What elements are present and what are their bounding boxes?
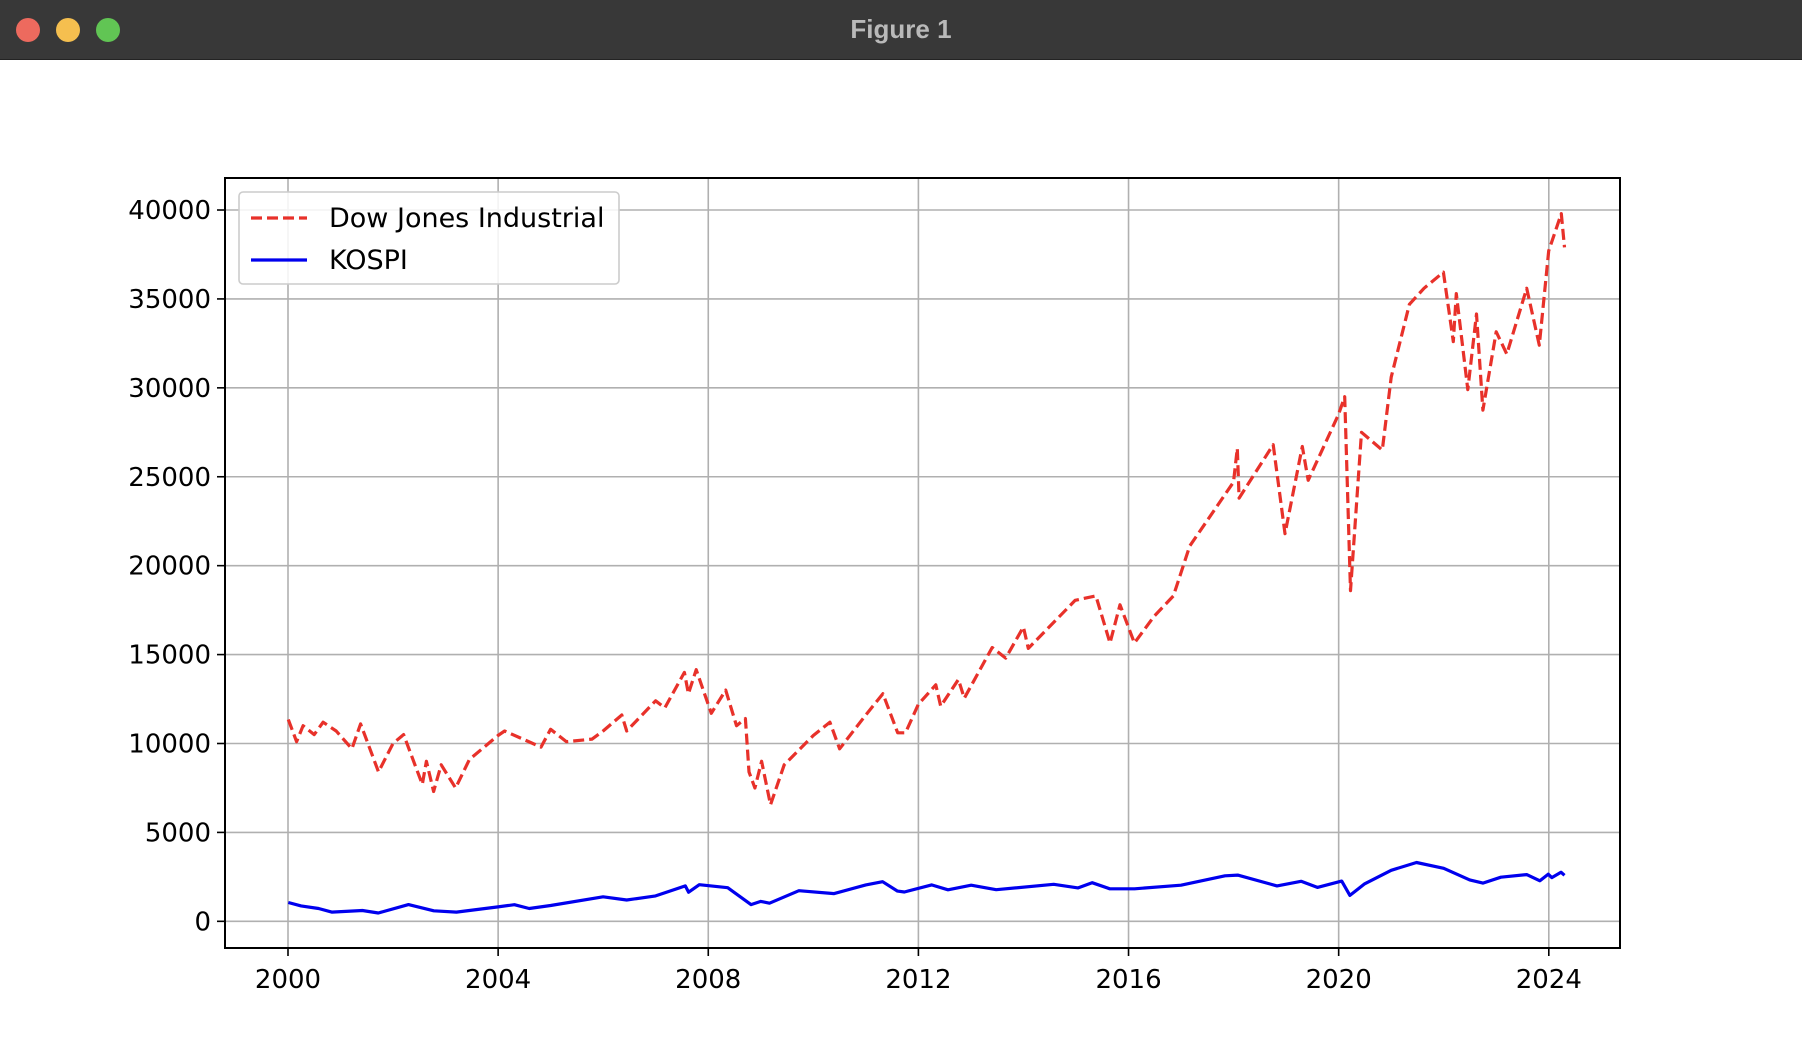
y-tick-label: 15000 xyxy=(128,641,211,671)
series-line-dow-jones-industrial xyxy=(286,212,1567,807)
legend-label: KOSPI xyxy=(329,245,408,276)
y-tick-label: 20000 xyxy=(128,552,211,582)
window-title: Figure 1 xyxy=(850,14,952,44)
x-tick-label: 2012 xyxy=(885,965,951,995)
y-tick-label: 10000 xyxy=(128,729,211,759)
x-tick-label: 2008 xyxy=(675,965,741,995)
legend: Dow Jones Industrial KOSPI xyxy=(238,191,620,285)
y-tick-label: 5000 xyxy=(145,818,211,848)
close-window-button[interactable] xyxy=(16,18,40,42)
title-bar[interactable]: Figure 1 xyxy=(0,0,1802,60)
axes-frame xyxy=(224,177,1621,949)
y-tick-label: 40000 xyxy=(128,196,211,226)
x-tick-label: 2004 xyxy=(465,965,531,995)
y-tick-label: 25000 xyxy=(128,463,211,493)
line-chart: 0 5000 10000 15000 20000 25000 30000 35000 40000… xyxy=(128,177,1621,995)
legend-label: Dow Jones Industrial xyxy=(329,203,604,234)
y-tick-label: 30000 xyxy=(128,374,211,404)
legend-box xyxy=(238,191,620,285)
plot-area: 0 5000 10000 15000 20000 25000 30000 35000 40000… xyxy=(0,60,1802,1050)
ticks: 0 5000 10000 15000 20000 25000 30000 35000 40000… xyxy=(128,196,1582,995)
grid xyxy=(225,178,1620,948)
series-line-kospi xyxy=(287,860,1566,915)
x-tick-label: 2016 xyxy=(1095,965,1161,995)
minimize-window-button[interactable] xyxy=(56,18,80,42)
x-tick-label: 2000 xyxy=(255,965,321,995)
series xyxy=(286,212,1567,915)
y-tick-label: 35000 xyxy=(128,285,211,315)
y-tick-label: 0 xyxy=(194,907,211,937)
zoom-window-button[interactable] xyxy=(96,18,120,42)
x-tick-label: 2024 xyxy=(1516,965,1582,995)
x-tick-label: 2020 xyxy=(1306,965,1372,995)
